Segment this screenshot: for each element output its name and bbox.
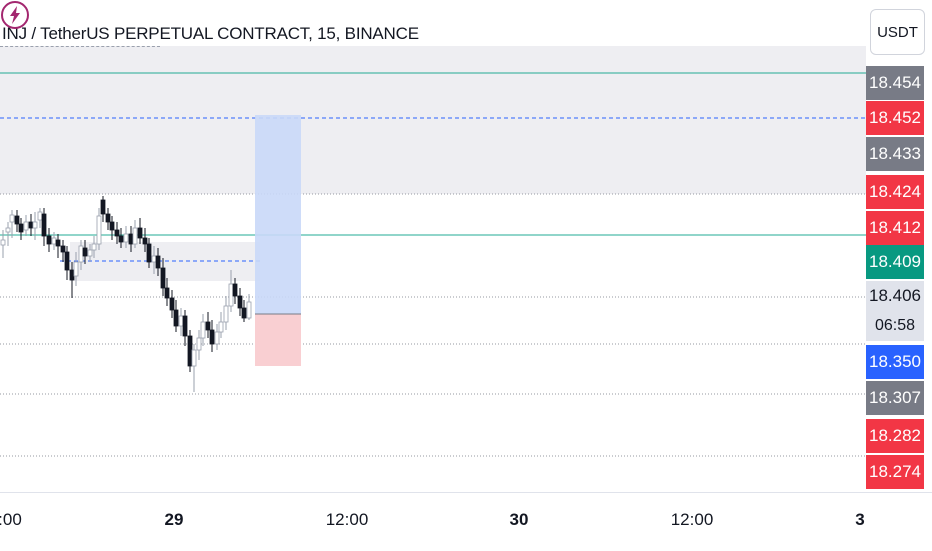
candle-body: [82, 247, 88, 257]
candle-body: [214, 331, 220, 345]
long-position-target[interactable]: [255, 115, 301, 314]
candle-body: [182, 315, 188, 337]
candle-body: [64, 251, 70, 271]
price-tag-3: 18.424: [866, 175, 924, 209]
candle-body: [14, 215, 20, 225]
lightning-bolt-icon[interactable]: [0, 0, 30, 30]
candle-body: [164, 287, 170, 299]
candle-body: [123, 233, 129, 243]
price-tag-1: 18.452: [866, 101, 924, 135]
candle-body: [96, 215, 102, 245]
bar-countdown: 06:58: [866, 311, 924, 341]
candle-body: [69, 269, 75, 281]
candle-body: [232, 283, 238, 297]
candle-body: [218, 321, 224, 333]
price-tag-0: 18.454: [866, 66, 924, 100]
candle-body: [237, 295, 243, 309]
price-tag-4: 18.412: [866, 211, 924, 245]
candle-body: [223, 305, 229, 323]
candle-body: [41, 213, 47, 237]
candle-body: [105, 213, 111, 223]
candle-body: [23, 221, 29, 231]
long-position-stop[interactable]: [255, 314, 301, 366]
candle-body: [132, 227, 138, 245]
time-label-2: 12:00: [325, 510, 369, 529]
last-price-tag: 18.406: [866, 281, 924, 311]
candle-body: [128, 233, 134, 245]
candle-body: [187, 335, 193, 367]
price-tag-9: 18.307: [866, 381, 924, 415]
candle-body: [191, 349, 197, 367]
symbol-title[interactable]: INJ / TetherUS PERPETUAL CONTRACT, 15, B…: [2, 24, 419, 43]
candle-body: [228, 283, 234, 307]
candle-body: [46, 235, 52, 245]
candle-body: [73, 261, 79, 277]
candle-body: [114, 229, 120, 237]
candle-body: [142, 237, 148, 245]
price-tag-10: 18.282: [866, 419, 924, 453]
candle-body: [5, 227, 11, 233]
candle-body: [205, 321, 211, 331]
time-label-1: 29: [164, 510, 184, 529]
candle-body: [51, 237, 57, 245]
currency-button[interactable]: USDT: [870, 9, 925, 55]
candle-body: [91, 243, 97, 251]
candle-body: [100, 199, 106, 215]
candle-body: [118, 235, 124, 243]
supply-zone: [0, 46, 866, 194]
candle-body: [173, 309, 179, 327]
candle-body: [196, 337, 202, 351]
candle-body: [200, 321, 206, 339]
chart-canvas[interactable]: [0, 0, 866, 492]
time-label-0: :00: [0, 510, 22, 529]
candle-body: [78, 245, 84, 263]
candle-body: [32, 221, 38, 229]
candle-body: [146, 243, 152, 263]
candle-body: [160, 267, 166, 289]
time-label-4: 12:00: [670, 510, 714, 529]
candle-body: [246, 301, 252, 319]
price-tag-2: 18.433: [866, 137, 924, 171]
candle-body: [0, 239, 6, 246]
time-label-3: 30: [509, 510, 529, 529]
candle-body: [155, 255, 161, 269]
candle-body: [209, 329, 215, 345]
price-tag-11: 18.274: [866, 455, 924, 489]
price-tag-8: 18.350: [866, 345, 924, 379]
candle-body: [109, 221, 115, 231]
candle-body: [55, 239, 61, 247]
candle-body: [178, 315, 184, 327]
candle-body: [28, 221, 34, 229]
candle-body: [60, 245, 66, 253]
candle-body: [169, 297, 175, 311]
title-underline: [0, 46, 160, 47]
candle-body: [151, 255, 157, 263]
candle-body: [137, 227, 143, 239]
price-tag-5: 18.409: [866, 245, 924, 279]
candle-body: [18, 223, 24, 233]
time-label-5: 3: [855, 510, 865, 529]
candle-body: [87, 249, 93, 257]
chart-pane[interactable]: INJ / TetherUS PERPETUAL CONTRACT, 15, B…: [0, 0, 866, 492]
candle-body: [37, 211, 43, 221]
candlestick-series: [0, 196, 252, 392]
time-axis[interactable]: [0, 492, 932, 551]
candle-body: [9, 214, 15, 223]
candle-body: [241, 307, 247, 319]
